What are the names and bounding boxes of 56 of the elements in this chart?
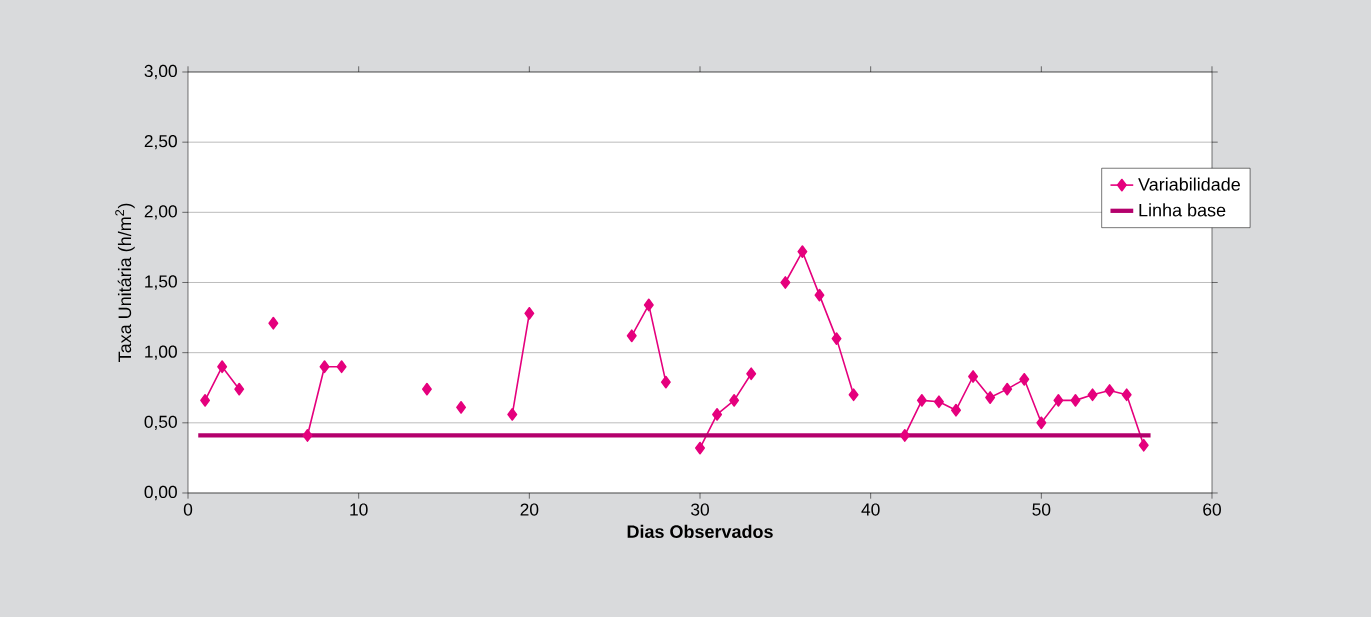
y-tick-label: 0,50 <box>144 415 177 430</box>
point <box>1002 382 1013 396</box>
x-tick-label: 10 <box>350 503 368 516</box>
point <box>899 429 910 442</box>
point <box>643 298 654 312</box>
point <box>968 370 979 383</box>
point <box>916 393 927 407</box>
x-tick-label: 60 <box>1203 503 1221 516</box>
x-tick-label: 40 <box>861 503 880 516</box>
point <box>507 408 518 421</box>
y-axis-title: Taxa Unitária (h/m$^{2}$) <box>115 203 135 362</box>
point <box>1070 393 1081 407</box>
point <box>814 288 825 302</box>
x-axis-title: Dias Observados <box>627 524 773 539</box>
point <box>336 360 347 374</box>
point <box>729 393 740 407</box>
point <box>1087 388 1098 402</box>
point <box>234 382 245 396</box>
legend-label: Linha base <box>1139 203 1226 217</box>
point <box>1019 372 1030 386</box>
point <box>831 332 842 346</box>
point <box>933 395 944 409</box>
point <box>456 400 467 414</box>
y-tick-label: 0,00 <box>144 485 177 501</box>
point <box>848 388 859 402</box>
y-tick-label: 1,50 <box>145 275 177 290</box>
y-tick-label: 1,00 <box>145 345 177 360</box>
point <box>1138 438 1149 452</box>
y-tick-label: 2,00 <box>144 205 177 220</box>
point <box>951 403 962 417</box>
y-tick-label: 3,00 <box>144 64 177 80</box>
legend-label: Variabilidade <box>1138 177 1240 191</box>
point <box>268 316 279 330</box>
point <box>524 306 535 320</box>
point <box>302 429 313 442</box>
point <box>797 245 808 259</box>
point <box>1053 393 1064 407</box>
point <box>712 408 723 421</box>
x-tick-label: 50 <box>1032 503 1051 516</box>
point <box>217 360 228 374</box>
point <box>985 391 996 404</box>
point <box>1121 388 1132 402</box>
point <box>1036 416 1047 430</box>
point <box>695 441 706 455</box>
y-tick-label: 2,50 <box>144 134 177 150</box>
point <box>626 329 637 343</box>
x-tick-label: 0 <box>183 503 193 516</box>
point <box>200 393 211 407</box>
point <box>421 382 432 396</box>
x-tick-label: 20 <box>520 503 539 516</box>
point <box>780 276 791 289</box>
point <box>319 360 330 374</box>
point <box>660 375 671 389</box>
point <box>1104 384 1115 397</box>
x-tick-label: 30 <box>691 503 709 516</box>
point <box>746 367 757 381</box>
